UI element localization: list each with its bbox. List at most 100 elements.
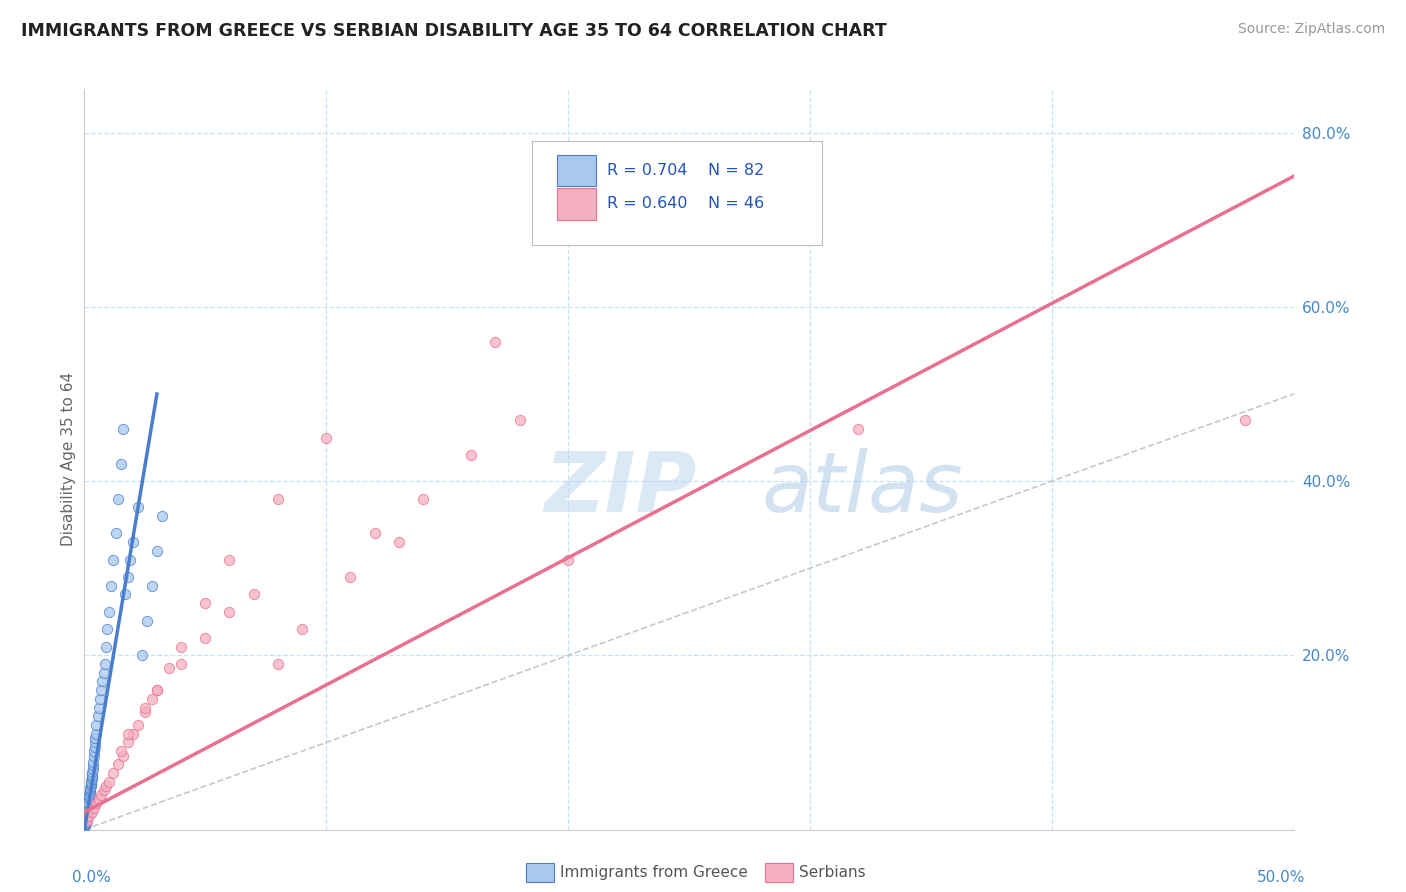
Point bbox=[112, 422, 135, 436]
Point bbox=[218, 605, 240, 619]
Point bbox=[80, 777, 103, 791]
Point bbox=[76, 809, 98, 823]
Point bbox=[146, 544, 169, 558]
Point bbox=[75, 813, 97, 827]
Text: ZIP: ZIP bbox=[544, 449, 696, 530]
Point bbox=[120, 552, 142, 566]
Point bbox=[73, 817, 96, 831]
Text: 50.0%: 50.0% bbox=[1257, 871, 1306, 885]
Point bbox=[77, 792, 100, 806]
Point bbox=[103, 766, 125, 780]
Point bbox=[117, 570, 139, 584]
Point bbox=[73, 816, 96, 830]
Point bbox=[89, 692, 111, 706]
Point bbox=[76, 803, 98, 817]
FancyBboxPatch shape bbox=[531, 141, 823, 244]
Point bbox=[82, 765, 104, 780]
Point bbox=[121, 535, 143, 549]
Point bbox=[75, 814, 97, 829]
Point bbox=[94, 640, 117, 654]
Point bbox=[77, 809, 100, 823]
Point bbox=[77, 789, 100, 804]
Point bbox=[84, 735, 107, 749]
Point bbox=[76, 806, 98, 821]
Point bbox=[363, 526, 385, 541]
Point bbox=[80, 770, 103, 784]
Point bbox=[157, 661, 180, 675]
Point bbox=[83, 739, 105, 754]
Point bbox=[131, 648, 153, 663]
Text: IMMIGRANTS FROM GREECE VS SERBIAN DISABILITY AGE 35 TO 64 CORRELATION CHART: IMMIGRANTS FROM GREECE VS SERBIAN DISABI… bbox=[21, 22, 887, 40]
Point bbox=[80, 773, 103, 788]
Point bbox=[75, 813, 97, 827]
Point bbox=[136, 614, 159, 628]
Point bbox=[150, 508, 173, 523]
Point bbox=[97, 774, 120, 789]
Point bbox=[86, 709, 108, 723]
Text: Immigrants from Greece: Immigrants from Greece bbox=[560, 865, 748, 880]
Text: Source: ZipAtlas.com: Source: ZipAtlas.com bbox=[1237, 22, 1385, 37]
Point bbox=[76, 801, 98, 815]
Point bbox=[84, 731, 107, 745]
Point bbox=[75, 814, 97, 829]
Point bbox=[73, 818, 96, 832]
Point bbox=[315, 431, 337, 445]
Point bbox=[75, 814, 97, 828]
Point bbox=[73, 819, 96, 833]
Point bbox=[83, 744, 105, 758]
Point bbox=[75, 816, 97, 830]
Y-axis label: Disability Age 35 to 64: Disability Age 35 to 64 bbox=[60, 372, 76, 547]
Point bbox=[267, 657, 290, 671]
Point bbox=[80, 772, 103, 786]
Point bbox=[79, 788, 101, 802]
Point bbox=[82, 762, 104, 776]
Point bbox=[80, 805, 103, 819]
Point bbox=[104, 526, 127, 541]
Point bbox=[100, 579, 122, 593]
Point bbox=[77, 795, 100, 809]
Point bbox=[339, 570, 361, 584]
Point bbox=[79, 780, 101, 795]
Point bbox=[127, 500, 149, 515]
Point bbox=[117, 727, 139, 741]
Point bbox=[94, 779, 117, 793]
Point bbox=[75, 810, 97, 824]
Point bbox=[75, 814, 97, 828]
Point bbox=[93, 665, 115, 680]
Point bbox=[75, 817, 97, 831]
Point bbox=[291, 622, 314, 636]
Point bbox=[80, 775, 103, 789]
Point bbox=[110, 457, 132, 471]
Point bbox=[77, 800, 100, 814]
Point bbox=[87, 700, 110, 714]
Point bbox=[110, 744, 132, 758]
Point bbox=[141, 579, 163, 593]
Point bbox=[96, 622, 118, 636]
Point bbox=[82, 758, 104, 772]
Text: R = 0.640    N = 46: R = 0.640 N = 46 bbox=[607, 196, 763, 211]
Point bbox=[86, 718, 108, 732]
Point bbox=[170, 640, 193, 654]
Text: R = 0.704    N = 82: R = 0.704 N = 82 bbox=[607, 163, 763, 178]
Point bbox=[1234, 413, 1257, 427]
Point bbox=[242, 587, 264, 601]
Point bbox=[75, 815, 97, 830]
Point bbox=[107, 491, 129, 506]
Point bbox=[77, 797, 100, 811]
Point bbox=[134, 705, 156, 719]
Point bbox=[460, 448, 482, 462]
Point bbox=[194, 596, 217, 610]
Point bbox=[75, 815, 97, 830]
Point bbox=[90, 683, 112, 698]
Point bbox=[79, 782, 101, 797]
Point bbox=[267, 491, 290, 506]
Point bbox=[82, 755, 104, 769]
Point bbox=[73, 818, 96, 832]
FancyBboxPatch shape bbox=[557, 188, 596, 219]
Point bbox=[170, 657, 193, 671]
Point bbox=[107, 757, 129, 772]
Point bbox=[117, 735, 139, 749]
Point bbox=[84, 727, 107, 741]
Point bbox=[509, 413, 531, 427]
Point bbox=[75, 811, 97, 825]
